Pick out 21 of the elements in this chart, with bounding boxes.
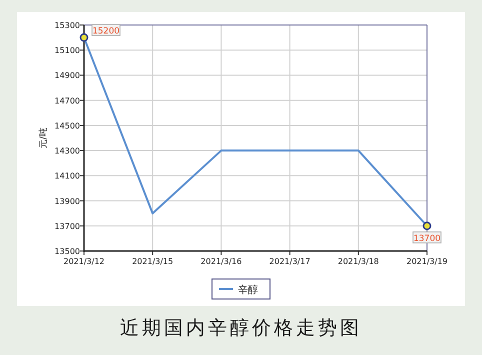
y-tick-label: 14700 [54, 96, 80, 106]
y-tick-label: 14300 [54, 146, 80, 156]
x-tick-label: 2021/3/17 [269, 257, 310, 266]
x-tick-label: 2021/3/16 [200, 257, 242, 266]
y-tick-label: 15300 [54, 21, 80, 30]
y-tick-label: 13900 [54, 196, 80, 206]
y-tick-label: 14100 [54, 172, 80, 181]
data-label: 15200 [92, 26, 120, 37]
y-tick-label: 15100 [54, 46, 80, 56]
y-tick-label: 14900 [54, 71, 80, 80]
y-axis-title: 元/吨 [38, 127, 49, 149]
legend-label: 辛醇 [238, 284, 258, 296]
data-label: 13700 [413, 234, 441, 244]
y-tick-label: 14500 [54, 121, 80, 130]
y-tick-label: 13500 [54, 247, 80, 256]
x-tick-label: 2021/3/15 [132, 257, 174, 266]
x-tick-label: 2021/3/19 [406, 257, 448, 266]
text: 近期国内辛醇价格走势图 [120, 317, 362, 339]
x-tick-label: 2021/3/18 [338, 257, 379, 266]
x-tick-label: 2021/3/12 [63, 257, 105, 266]
y-tick-label: 13700 [54, 222, 80, 231]
